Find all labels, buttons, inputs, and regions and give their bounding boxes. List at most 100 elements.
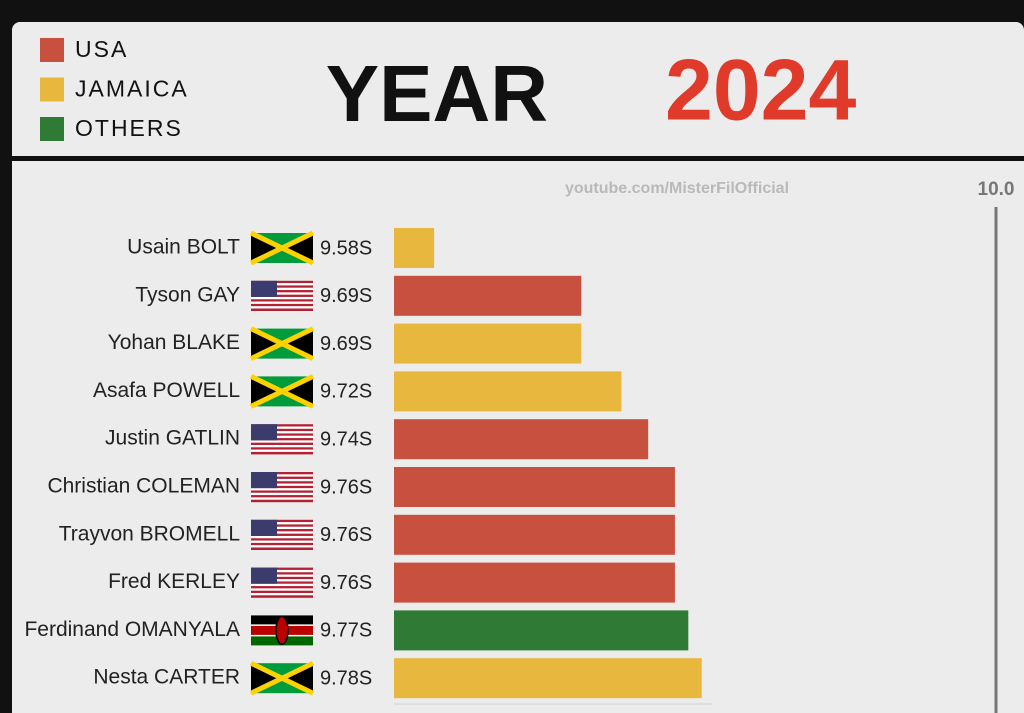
flag-cross — [249, 326, 315, 361]
flag-stripe — [251, 533, 313, 537]
flag-stripe — [251, 592, 313, 596]
flag-stripe — [251, 292, 313, 295]
flag-stripe — [251, 574, 313, 578]
flag-stripe — [251, 531, 313, 534]
flag-stripe — [251, 433, 313, 436]
athlete-name: Trayvon BROMELL — [59, 522, 240, 545]
flag-stripe — [251, 586, 313, 589]
flag-stripe — [251, 299, 313, 302]
bar — [394, 514, 675, 555]
flag-stripe — [251, 444, 313, 448]
legend-label: USA — [75, 36, 128, 62]
flag-cross — [249, 374, 315, 409]
athlete-name: Tyson GAY — [135, 283, 240, 306]
bar — [394, 658, 702, 699]
flag-stripe — [251, 522, 313, 525]
flag-canton — [251, 472, 277, 489]
bar — [394, 228, 435, 268]
value-label: 9.74S — [320, 428, 372, 450]
athlete-name: Nesta CARTER — [93, 666, 240, 689]
flag-stripe — [251, 576, 313, 580]
flag-canton — [251, 519, 277, 536]
flag-stripe — [251, 581, 313, 584]
flag-stripe — [251, 481, 313, 484]
flag-cross — [249, 660, 315, 696]
flag-stripe — [251, 595, 313, 598]
flag-stripe — [251, 588, 313, 591]
bar — [394, 467, 675, 507]
value-label: 9.76S — [320, 572, 372, 594]
athlete-name: Asafa POWELL — [93, 379, 240, 402]
flag-stripe — [251, 519, 313, 523]
flag-stripe — [251, 567, 313, 571]
flag-canton — [251, 280, 277, 297]
flag-stripe — [251, 540, 313, 544]
flag-stripe — [251, 524, 313, 527]
flag-tri — [282, 663, 313, 694]
flag — [251, 472, 313, 503]
flag-tri — [251, 663, 282, 694]
flag-tri — [282, 328, 313, 359]
flag — [251, 519, 313, 550]
flag-stripe — [251, 308, 313, 311]
flag-stripe — [251, 535, 313, 539]
title-year: 2024 — [665, 43, 856, 139]
flag-stripe — [251, 542, 313, 546]
athlete-name: Fred KERLEY — [108, 570, 240, 593]
flag-stripe — [251, 435, 313, 439]
flag-stripe — [251, 547, 313, 550]
flag-stripe — [251, 485, 313, 489]
flag-stripe — [251, 476, 313, 480]
flag-stripe — [251, 572, 313, 575]
flag-stripe — [251, 283, 313, 286]
flag-stripe — [251, 478, 313, 482]
flag — [249, 230, 315, 266]
x-tick-label: 10.0 — [978, 179, 1015, 200]
flag-stripe — [251, 306, 313, 309]
athlete-name: Justin GATLIN — [105, 427, 240, 450]
legend-swatch — [40, 77, 64, 102]
flag-stripe — [251, 442, 313, 446]
value-label: 9.76S — [320, 476, 372, 498]
flag-tri — [251, 328, 282, 359]
flag-stripe — [251, 526, 313, 530]
header-divider — [12, 156, 1024, 161]
flag-stripe — [251, 488, 313, 491]
athlete-name: Christian COLEMAN — [47, 475, 240, 498]
flag-stripe — [251, 290, 313, 293]
legend-label: JAMAICA — [75, 76, 189, 102]
flag-stripe — [251, 474, 313, 477]
flag-stripe — [251, 583, 313, 587]
flag-stripe — [251, 301, 313, 305]
legend-label: OTHERS — [75, 115, 183, 141]
flag-stripe — [251, 449, 313, 453]
flag-stripe — [251, 590, 313, 594]
athlete-name: Usain BOLT — [127, 236, 240, 259]
legend-swatch — [40, 38, 64, 62]
bar — [394, 419, 649, 460]
flag-stripe — [251, 280, 313, 284]
watermark: youtube.com/MisterFilOfficial — [565, 180, 789, 197]
flag-stripe — [251, 426, 313, 430]
value-label: 9.78S — [320, 667, 372, 689]
flag-tri — [282, 376, 313, 407]
flag — [251, 567, 313, 598]
flag-stripe — [251, 428, 313, 432]
flag-stripe — [251, 483, 313, 487]
flag-stripe — [251, 285, 313, 288]
flag-stripe — [251, 569, 313, 573]
value-label: 9.69S — [320, 333, 372, 355]
flag-stripe — [251, 447, 313, 450]
flag-stripe — [251, 499, 313, 503]
flag-stripe — [251, 438, 313, 441]
athlete-name: Yohan BLAKE — [108, 331, 240, 354]
value-label: 9.72S — [320, 381, 372, 403]
flag — [249, 374, 315, 409]
legend-swatch — [40, 117, 64, 141]
flag-stripe — [251, 451, 313, 455]
value-label: 9.69S — [320, 285, 372, 307]
flag — [251, 424, 313, 455]
flag-stripe — [251, 490, 313, 493]
athlete-name: Ferdinand OMANYALA — [24, 618, 240, 641]
